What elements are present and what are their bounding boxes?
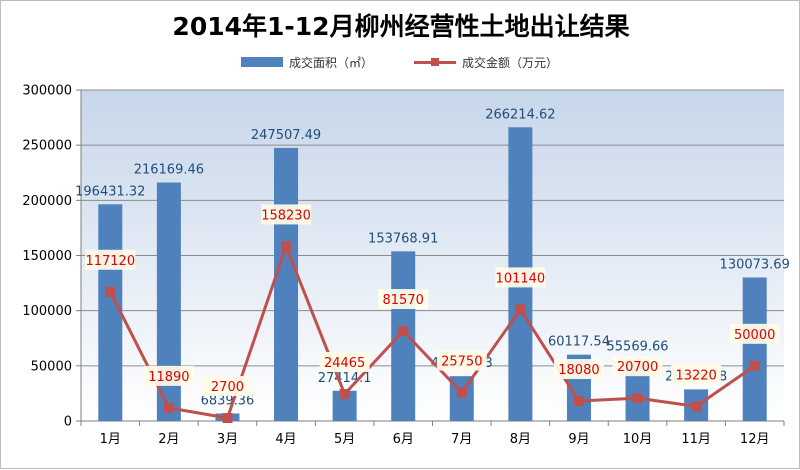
y-axis-ticks: 0 50000 100000 150000 200000 250000 300000 <box>22 84 72 430</box>
x-tick-label: 10月 <box>623 432 653 447</box>
line-value-label: 50000 <box>734 328 775 343</box>
line-label-background <box>553 359 604 380</box>
x-tick-label: 3月 <box>217 432 238 447</box>
bar <box>391 251 416 421</box>
bar-value-label: 130073.69 <box>720 257 790 272</box>
line-labels: 117120 11890 2700 158230 24465 81570 25750 1011… <box>85 204 780 397</box>
legend-item-area: 成交面积（㎡） <box>241 53 373 71</box>
x-tick-label: 12月 <box>740 432 770 447</box>
line-point <box>105 286 116 297</box>
bar-value-label: 247507.49 <box>251 128 321 143</box>
line-label-background <box>202 376 253 397</box>
bar-value-label: 60117.54 <box>548 335 610 350</box>
line-label-background <box>436 350 487 371</box>
line-point <box>398 326 409 337</box>
x-tick-label: 6月 <box>393 432 414 447</box>
line-point <box>456 387 467 398</box>
line-point <box>339 389 350 400</box>
line-point <box>691 401 702 412</box>
legend-label-amount: 成交金额（万元） <box>462 55 559 70</box>
x-tick-label: 5月 <box>334 432 355 447</box>
bar-value-label: 55569.66 <box>607 340 669 355</box>
y-tick-label: 200000 <box>22 194 72 209</box>
legend-line-swatch <box>414 57 456 67</box>
line-value-label: 24465 <box>324 356 365 371</box>
line-label-background <box>319 352 370 373</box>
bar-value-label: 153768.91 <box>368 231 438 246</box>
chart-title: 2014年1-12月柳州经营性土地出让结果 <box>172 12 630 41</box>
line-point <box>515 304 526 315</box>
line-value-label: 18080 <box>558 363 599 378</box>
y-tick-label: 0 <box>64 415 72 430</box>
line-value-label: 158230 <box>261 208 311 223</box>
line-series <box>105 241 760 424</box>
line-label-background <box>261 204 312 225</box>
line-value-label: 117120 <box>85 254 135 269</box>
bar <box>742 277 767 421</box>
x-tick-label: 7月 <box>451 432 472 447</box>
bar-value-label: 196431.32 <box>75 184 145 199</box>
y-tick-label: 150000 <box>22 249 72 264</box>
bar-value-label: 216169.46 <box>134 162 204 177</box>
line-point <box>632 393 643 404</box>
line-point <box>222 413 233 424</box>
legend-label-area: 成交面积（㎡） <box>289 55 374 70</box>
x-tick-label: 4月 <box>275 432 296 447</box>
line-value-label: 11890 <box>148 370 189 385</box>
line-point <box>163 402 174 413</box>
y-tick-label: 300000 <box>22 84 72 99</box>
bar <box>274 147 299 421</box>
x-tick-label: 1月 <box>100 432 121 447</box>
bar-value-label: 266214.62 <box>485 107 555 122</box>
line-value-label: 25750 <box>441 355 482 370</box>
line-label-background <box>495 267 546 288</box>
line-value-label: 2700 <box>211 380 244 395</box>
amount-line <box>108 244 756 420</box>
x-tick-label: 11月 <box>681 432 711 447</box>
line-value-label: 13220 <box>675 368 716 383</box>
bar-value-label: 6839.36 <box>201 393 255 408</box>
line-point <box>573 396 584 407</box>
x-tick-label: 2月 <box>158 432 179 447</box>
line-label-background <box>378 289 429 310</box>
line-value-label: 81570 <box>383 293 424 308</box>
line-value-label: 101140 <box>496 271 546 286</box>
line-label-background <box>85 249 136 270</box>
bar <box>98 204 123 421</box>
axes <box>80 90 785 426</box>
line-point <box>281 241 292 252</box>
line-label-background <box>143 365 194 386</box>
y-tick-label: 250000 <box>22 139 72 154</box>
bar-value-label: 27414.1 <box>318 371 372 386</box>
x-axis-ticks: 1月 2月 3月 4月 5月 6月 7月 8月 9月 10月 11月 12月 <box>100 432 770 447</box>
line-point <box>749 360 760 371</box>
grid-lines <box>76 89 784 422</box>
line-label-background <box>729 323 780 344</box>
line-label-background <box>612 356 663 377</box>
line-value-label: 20700 <box>617 360 658 375</box>
y-tick-label: 50000 <box>31 359 72 374</box>
legend-item-amount: 成交金额（万元） <box>414 53 558 71</box>
x-tick-label: 8月 <box>510 432 531 447</box>
y-tick-label: 100000 <box>22 304 72 319</box>
legend-bar-swatch <box>241 57 283 67</box>
x-tick-label: 9月 <box>568 432 589 447</box>
line-label-background <box>671 364 722 385</box>
